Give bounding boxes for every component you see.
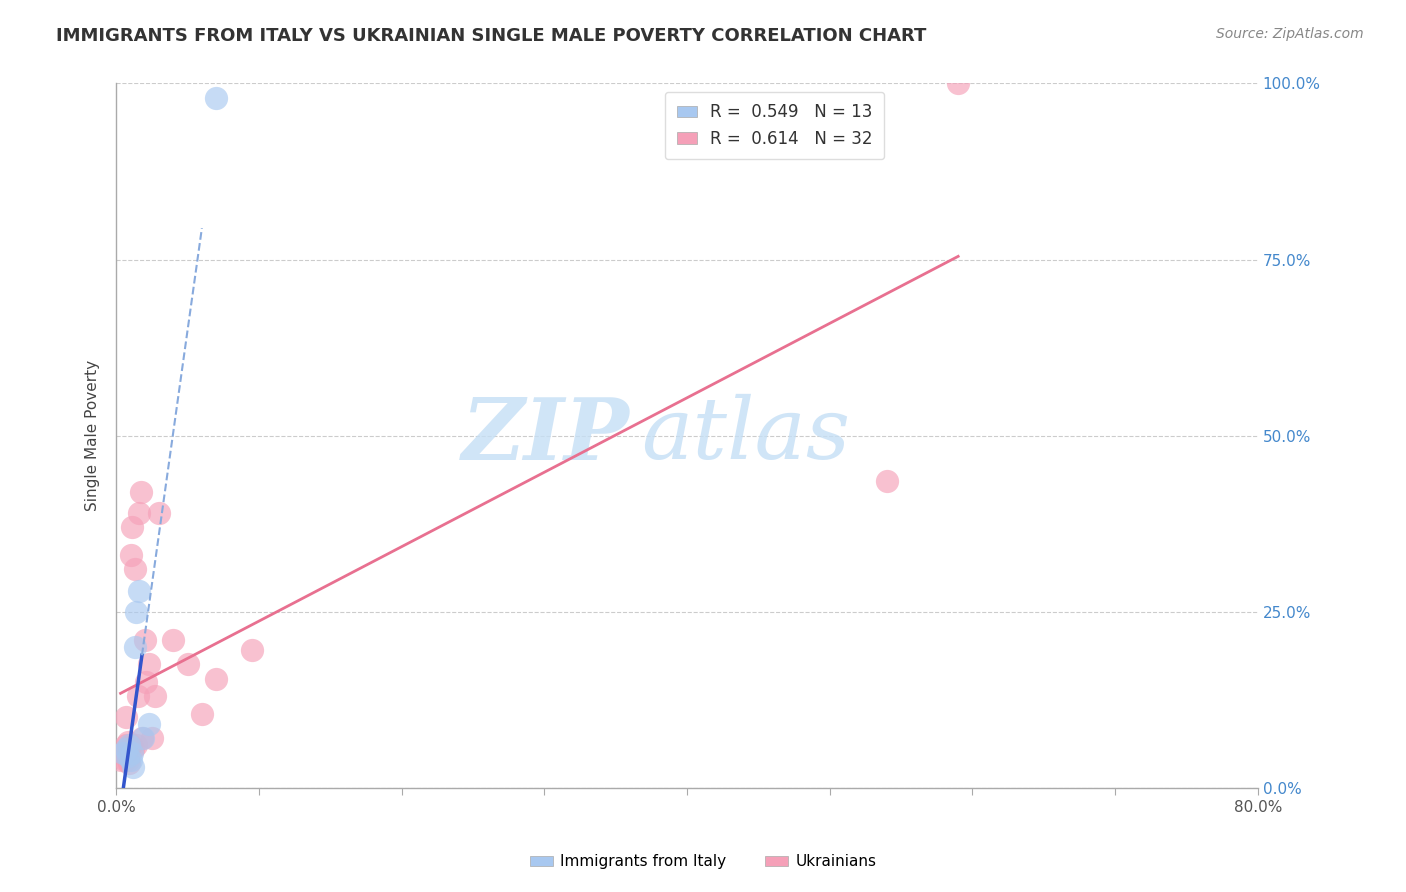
Point: [114, 753, 136, 767]
Point: [125, 739, 148, 753]
Point: [240, 643, 263, 657]
Legend: R =  0.549   N = 13, R =  0.614   N = 32: R = 0.549 N = 13, R = 0.614 N = 32: [665, 92, 884, 160]
Point: [148, 506, 170, 520]
Point: [115, 710, 138, 724]
Y-axis label: Single Male Poverty: Single Male Poverty: [86, 360, 100, 511]
Point: [112, 746, 135, 760]
Point: [132, 731, 155, 746]
Text: Source: ZipAtlas.com: Source: ZipAtlas.com: [1216, 27, 1364, 41]
Point: [143, 689, 166, 703]
Point: [118, 739, 141, 753]
Point: [125, 605, 148, 619]
Point: [117, 749, 139, 764]
Point: [121, 746, 143, 760]
Point: [122, 759, 145, 773]
Point: [141, 731, 163, 746]
Point: [946, 77, 969, 91]
Point: [127, 689, 149, 703]
Text: ZIP: ZIP: [463, 394, 630, 477]
Point: [115, 742, 138, 756]
Point: [205, 90, 228, 104]
Text: atlas: atlas: [641, 394, 851, 477]
Point: [121, 520, 143, 534]
Point: [117, 735, 139, 749]
Point: [191, 706, 214, 721]
Point: [120, 549, 142, 563]
Point: [138, 657, 160, 672]
Point: [176, 657, 198, 672]
Point: [120, 753, 142, 767]
Point: [129, 485, 152, 500]
Point: [128, 506, 150, 520]
Point: [128, 583, 150, 598]
Text: IMMIGRANTS FROM ITALY VS UKRAINIAN SINGLE MALE POVERTY CORRELATION CHART: IMMIGRANTS FROM ITALY VS UKRAINIAN SINGL…: [56, 27, 927, 45]
Point: [110, 753, 132, 767]
Point: [124, 562, 146, 576]
Point: [162, 632, 184, 647]
Point: [120, 739, 142, 753]
Point: [115, 739, 138, 753]
Point: [131, 731, 153, 746]
Point: [876, 475, 898, 489]
Point: [118, 742, 141, 756]
Point: [118, 756, 141, 770]
Point: [205, 672, 228, 686]
Point: [135, 675, 157, 690]
Point: [134, 632, 156, 647]
Point: [138, 717, 160, 731]
Point: [117, 753, 139, 767]
Legend: Immigrants from Italy, Ukrainians: Immigrants from Italy, Ukrainians: [523, 848, 883, 875]
Point: [112, 746, 135, 760]
Point: [122, 742, 145, 756]
Point: [124, 640, 146, 654]
